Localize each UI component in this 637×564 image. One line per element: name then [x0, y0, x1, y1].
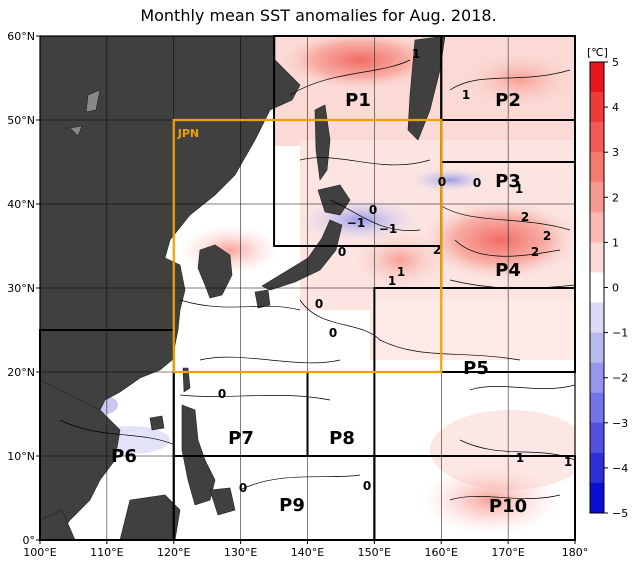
colorbar-segment — [590, 362, 604, 394]
contour-label: 2 — [433, 243, 441, 257]
colorbar-tick-label: 4 — [612, 101, 619, 114]
colorbar-tick-label: 0 — [612, 282, 619, 295]
contour-label: 1 — [412, 47, 420, 61]
region-box-p5 — [373, 287, 576, 373]
contour-label: −1 — [379, 222, 397, 236]
contour-label: 1 — [388, 274, 396, 288]
lat-label: 0° — [23, 534, 36, 547]
contour-label: 0 — [218, 387, 226, 401]
region-label-p6: P6 — [111, 446, 137, 467]
contour-label: 0 — [329, 326, 337, 340]
jpn-box-label: JPN — [177, 127, 199, 140]
colorbar-segment — [590, 242, 604, 273]
lon-label: 140°E — [291, 546, 324, 559]
region-label-p1: P1 — [345, 90, 371, 111]
lat-label: 10°N — [7, 450, 35, 463]
lat-label: 30°N — [7, 282, 35, 295]
colorbar-segment — [590, 182, 604, 213]
colorbar-segment — [590, 272, 604, 303]
colorbar-tick-label: −2 — [612, 372, 628, 385]
jpn-box-outline — [172, 118, 443, 374]
colorbar-segment — [590, 452, 604, 484]
contour-label: 1 — [516, 451, 524, 465]
contour-label: 2 — [531, 245, 539, 259]
colorbar-segment — [590, 62, 604, 93]
region-label-p7: P7 — [228, 428, 254, 449]
contour-label: 2 — [521, 210, 529, 224]
colorbar-tick-label: −3 — [612, 417, 628, 430]
colorbar-tick-label: 5 — [612, 56, 619, 69]
region-label-p4: P4 — [495, 260, 521, 281]
contour-label: 0 — [338, 245, 346, 259]
colorbar-segment — [590, 92, 604, 123]
colorbar-segment — [590, 482, 604, 514]
contour-label: 0 — [438, 175, 446, 189]
contour-label: 1 — [462, 88, 470, 102]
contour-label: 1 — [397, 265, 405, 279]
region-label-p8: P8 — [329, 428, 355, 449]
colorbar-tick-label: −1 — [612, 327, 628, 340]
lon-label: 180° — [562, 546, 589, 559]
lat-label: 50°N — [7, 114, 35, 127]
colorbar-tick-label: 2 — [612, 191, 619, 204]
colorbar-tick-label: 3 — [612, 146, 619, 159]
contour-label: −1 — [347, 216, 365, 230]
lat-label: 60°N — [7, 30, 35, 43]
lon-label: 170°E — [491, 546, 524, 559]
region-box-p10 — [373, 455, 576, 541]
axis-labels: 60°N 50°N 40°N 30°N 20°N 10°N 0°100°E 110°E 120°… — [7, 30, 588, 559]
region-label-p3: P3 — [495, 171, 521, 192]
contour-label: 0 — [473, 176, 481, 190]
colorbar-tick-label: −4 — [612, 462, 628, 475]
lon-label: 110°E — [90, 546, 123, 559]
colorbar-segment — [590, 302, 604, 333]
region-label-p5: P5 — [463, 358, 489, 379]
colorbar-segment — [590, 392, 604, 424]
contour-label: 2 — [543, 229, 551, 243]
region-label-p2: P2 — [495, 90, 521, 111]
contour-label: 0 — [239, 481, 247, 495]
colorbar-tick-label: 1 — [612, 236, 619, 249]
region-label-p10: P10 — [489, 496, 527, 517]
colorbar-unit: [℃] — [587, 46, 608, 59]
region-label-p9: P9 — [279, 495, 305, 516]
contour-label: 1 — [515, 182, 523, 196]
colorbar-segment — [590, 332, 604, 363]
lon-label: 100°E — [23, 546, 56, 559]
lon-label: 160°E — [425, 546, 458, 559]
lon-label: 120°E — [157, 546, 190, 559]
contour-label: 0 — [315, 297, 323, 311]
colorbar-tick-label: −5 — [612, 507, 628, 520]
map-title: Monthly mean SST anomalies for Aug. 2018… — [140, 6, 497, 25]
contour-label: 0 — [369, 203, 377, 217]
contour-label: 1 — [564, 455, 572, 469]
colorbar-segment — [590, 422, 604, 454]
colorbar-segment — [590, 212, 604, 243]
colorbar-segment — [590, 122, 604, 153]
jpn-box: JPN — [172, 118, 443, 374]
colorbar-segment — [590, 152, 604, 183]
colorbar: [℃] 5 4 3 2 1 0 −1 −2 −3 −4 −5 — [587, 46, 628, 520]
lon-label: 130°E — [224, 546, 257, 559]
lat-label: 20°N — [7, 366, 35, 379]
contour-label: 0 — [363, 479, 371, 493]
lon-label: 150°E — [358, 546, 391, 559]
lat-label: 40°N — [7, 198, 35, 211]
